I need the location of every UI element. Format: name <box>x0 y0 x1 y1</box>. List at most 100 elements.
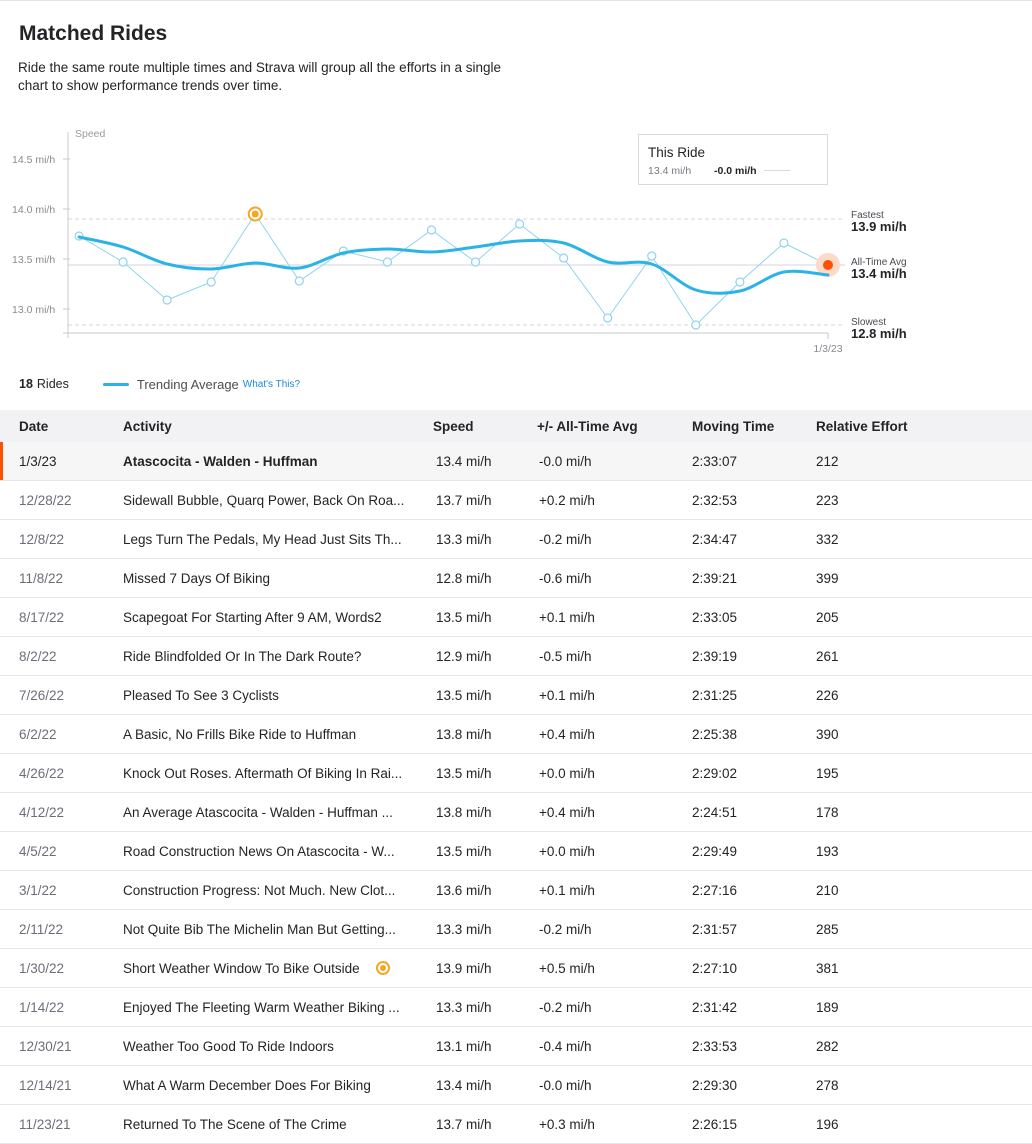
reference-value: 13.4 mi/h <box>851 266 907 281</box>
fastest-ride-point-core <box>251 210 259 218</box>
diff-cell: -0.5 mi/h <box>537 636 692 676</box>
date-cell: 12/14/21 <box>0 1065 123 1105</box>
moving-time-cell: 2:27:10 <box>692 948 816 988</box>
activity-link[interactable]: Legs Turn The Pedals, My Head Just Sits … <box>123 531 402 547</box>
speed-column-header[interactable]: Speed <box>433 410 537 442</box>
diff-cell: -0.2 mi/h <box>537 909 692 949</box>
page-title: Matched Rides <box>19 22 168 45</box>
ride-point <box>779 238 789 248</box>
activity-cell: Short Weather Window To Bike Outside <box>123 948 433 988</box>
activity-link[interactable]: Returned To The Scene of The Crime <box>123 1116 347 1132</box>
table-header-row: Date Activity Speed +/- All-Time Avg Mov… <box>0 410 1032 442</box>
activity-cell: Road Construction News On Atascocita - W… <box>123 831 433 871</box>
activity-column-header[interactable]: Activity <box>123 410 433 442</box>
activity-link[interactable]: Road Construction News On Atascocita - W… <box>123 843 395 859</box>
table-row[interactable]: 4/5/22 Road Construction News On Atascoci… <box>0 831 1032 871</box>
top-divider <box>0 0 1032 1</box>
relative-effort-cell: 223 <box>816 480 1032 520</box>
diff-cell: -0.6 mi/h <box>537 558 692 598</box>
relative-effort-cell: 189 <box>816 987 1032 1027</box>
table-row[interactable]: 11/8/22 Missed 7 Days Of Biking 12.8 mi/h -… <box>0 558 1032 598</box>
table-row[interactable]: 12/28/22 Sidewall Bubble, Quarq Power, Ba… <box>0 480 1032 520</box>
y-tick-label: 14.0 mi/h <box>12 204 55 216</box>
relative-effort-cell: 196 <box>816 1104 1032 1144</box>
speed-cell: 13.8 mi/h <box>433 792 537 832</box>
diff-column-header[interactable]: +/- All-Time Avg <box>537 410 692 442</box>
activity-cell: Atascocita - Walden - Huffman <box>123 442 433 481</box>
relative-effort-cell: 278 <box>816 1065 1032 1105</box>
y-tick-label: 13.5 mi/h <box>12 254 55 266</box>
chart-axes: 14.5 mi/h 14.0 mi/h 13.5 mi/h 13.0 mi/h Spee… <box>12 128 843 355</box>
table-row[interactable]: 4/12/22 An Average Atascocita - Walden - … <box>0 792 1032 832</box>
activity-cell: Ride Blindfolded Or In The Dark Route? <box>123 636 433 676</box>
diff-cell: +0.5 mi/h <box>537 948 692 988</box>
activity-cell: Sidewall Bubble, Quarq Power, Back On Ro… <box>123 480 433 520</box>
ride-point <box>603 313 613 323</box>
activity-link[interactable]: A Basic, No Frills Bike Ride to Huffman <box>123 726 357 742</box>
activity-cell: Missed 7 Days Of Biking <box>123 558 433 598</box>
diff-cell: +0.4 mi/h <box>537 714 692 754</box>
ride-point <box>426 225 437 235</box>
moving-time-cell: 2:39:19 <box>692 636 816 676</box>
reference-value: 13.9 mi/h <box>851 219 907 234</box>
relative-effort-cell: 195 <box>816 753 1032 793</box>
activity-link[interactable]: Atascocita - Walden - Huffman <box>123 453 318 469</box>
table-row[interactable]: 7/26/22 Pleased To See 3 Cyclists 13.5 mi/… <box>0 675 1032 715</box>
y-axis-label: Speed <box>75 128 106 140</box>
activity-link[interactable]: Short Weather Window To Bike Outside <box>123 960 360 976</box>
date-column-header[interactable]: Date <box>0 410 123 442</box>
table-row[interactable]: 1/14/22 Enjoyed The Fleeting Warm Weather… <box>0 987 1032 1027</box>
table-row[interactable]: 12/8/22 Legs Turn The Pedals, My Head Jus… <box>0 519 1032 559</box>
ride-count: 18 <box>19 377 33 391</box>
diff-cell: +0.1 mi/h <box>537 597 692 637</box>
trend-legend-swatch <box>102 382 129 386</box>
activity-link[interactable]: Knock Out Roses. Aftermath Of Biking In … <box>123 765 403 781</box>
activity-link[interactable]: Enjoyed The Fleeting Warm Weather Biking… <box>123 999 400 1015</box>
diff-cell: -0.4 mi/h <box>537 1026 692 1066</box>
diff-cell: +0.0 mi/h <box>537 753 692 793</box>
date-cell: 1/14/22 <box>0 987 123 1027</box>
table-row[interactable]: 12/14/21 What A Warm December Does For Bi… <box>0 1065 1032 1105</box>
activity-cell: Scapegoat For Starting After 9 AM, Words… <box>123 597 433 637</box>
diff-cell: +0.1 mi/h <box>537 675 692 715</box>
activity-link[interactable]: What A Warm December Does For Biking <box>123 1077 371 1093</box>
activity-link[interactable]: Ride Blindfolded Or In The Dark Route? <box>123 648 362 664</box>
table-row[interactable]: 8/2/22 Ride Blindfolded Or In The Dark Ro… <box>0 636 1032 676</box>
ride-point <box>514 219 525 229</box>
moving-time-column-header[interactable]: Moving Time <box>692 410 816 442</box>
table-row[interactable]: 1/30/22 Short Weather Window To Bike Outs… <box>0 948 1032 988</box>
activity-link[interactable]: Scapegoat For Starting After 9 AM, Words… <box>123 609 382 625</box>
table-row[interactable]: 1/3/23 Atascocita - Walden - Huffman 13.4 … <box>0 442 1032 481</box>
speed-cell: 13.3 mi/h <box>433 909 537 949</box>
activity-link[interactable]: Sidewall Bubble, Quarq Power, Back On Ro… <box>123 492 405 508</box>
table-row[interactable]: 4/26/22 Knock Out Roses. Aftermath Of Bik… <box>0 753 1032 793</box>
table-row[interactable]: 8/17/22 Scapegoat For Starting After 9 AM… <box>0 597 1032 637</box>
table-row[interactable]: 11/23/21 Returned To The Scene of The Cri… <box>0 1104 1032 1144</box>
activity-cell: Enjoyed The Fleeting Warm Weather Biking… <box>123 987 433 1027</box>
activity-link[interactable]: Pleased To See 3 Cyclists <box>123 687 279 703</box>
diff-cell: +0.4 mi/h <box>537 792 692 832</box>
activity-link[interactable]: Not Quite Bib The Michelin Man But Getti… <box>123 921 396 937</box>
moving-time-cell: 2:33:07 <box>692 442 816 481</box>
activity-cell: Construction Progress: Not Much. New Clo… <box>123 870 433 910</box>
whats-this-link[interactable]: What's This? <box>242 378 301 390</box>
activity-link[interactable]: An Average Atascocita - Walden - Huffman… <box>123 804 393 820</box>
table-row[interactable]: 2/11/22 Not Quite Bib The Michelin Man Bu… <box>0 909 1032 949</box>
moving-time-cell: 2:29:02 <box>692 753 816 793</box>
relative-effort-cell: 193 <box>816 831 1032 871</box>
relative-effort-cell: 399 <box>816 558 1032 598</box>
activity-link[interactable]: Weather Too Good To Ride Indoors <box>123 1038 334 1054</box>
moving-time-cell: 2:29:49 <box>692 831 816 871</box>
date-cell: 11/23/21 <box>0 1104 123 1144</box>
date-cell: 8/2/22 <box>0 636 123 676</box>
ride-point <box>691 320 701 330</box>
relative-effort-column-header[interactable]: Relative Effort <box>816 410 1032 442</box>
activity-link[interactable]: Construction Progress: Not Much. New Clo… <box>123 882 396 898</box>
activity-link[interactable]: Missed 7 Days Of Biking <box>123 570 271 586</box>
table-row[interactable]: 6/2/22 A Basic, No Frills Bike Ride to Hu… <box>0 714 1032 754</box>
table-row[interactable]: 3/1/22 Construction Progress: Not Much. N… <box>0 870 1032 910</box>
date-cell: 12/28/22 <box>0 480 123 520</box>
diff-cell: -0.2 mi/h <box>537 519 692 559</box>
speed-cell: 13.8 mi/h <box>433 714 537 754</box>
table-row[interactable]: 12/30/21 Weather Too Good To Ride Indoors… <box>0 1026 1032 1066</box>
